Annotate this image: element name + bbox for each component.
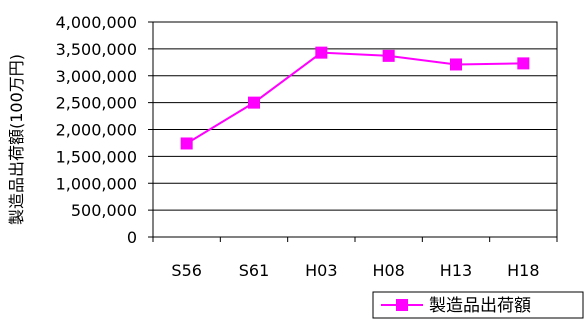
data-point xyxy=(382,49,395,62)
y-tick-label: 1,000,000 xyxy=(56,174,137,193)
legend: 製造品出荷額 xyxy=(372,291,584,319)
y-tick-label: 0 xyxy=(127,228,137,247)
x-tick-label: H18 xyxy=(507,261,539,280)
data-point xyxy=(248,96,260,109)
x-tick-label: H08 xyxy=(372,261,404,280)
x-tick-label: S61 xyxy=(239,261,270,280)
data-point xyxy=(517,57,530,70)
x-tick-label: H13 xyxy=(440,261,472,280)
series-line xyxy=(186,51,524,145)
x-tick-label: H03 xyxy=(305,261,337,280)
gridlines xyxy=(153,48,557,211)
x-tick-label: S56 xyxy=(171,261,202,280)
y-tick-label: 3,500,000 xyxy=(56,40,137,59)
y-tick-label: 3,000,000 xyxy=(56,67,137,86)
data-point xyxy=(315,46,328,59)
data-point xyxy=(180,137,193,150)
y-axis-ticks: 0 500,000 1,000,000 1,500,000 2,000,000 2,500… xyxy=(56,13,153,247)
data-point xyxy=(450,58,462,71)
y-tick-label: 500,000 xyxy=(71,201,137,220)
y-tick-label: 1,500,000 xyxy=(56,147,137,166)
legend-label: 製造品出荷額 xyxy=(429,296,531,316)
y-tick-label: 2,500,000 xyxy=(56,94,137,113)
legend-marker xyxy=(396,299,408,311)
x-axis-ticks: S56 S61 H03 H08 H13 H18 xyxy=(152,237,558,280)
y-axis-label: 製造品出荷額(100万円) xyxy=(7,54,26,225)
series-layer xyxy=(180,46,530,150)
y-tick-label: 2,000,000 xyxy=(56,121,137,140)
y-tick-label: 4,000,000 xyxy=(56,13,137,32)
